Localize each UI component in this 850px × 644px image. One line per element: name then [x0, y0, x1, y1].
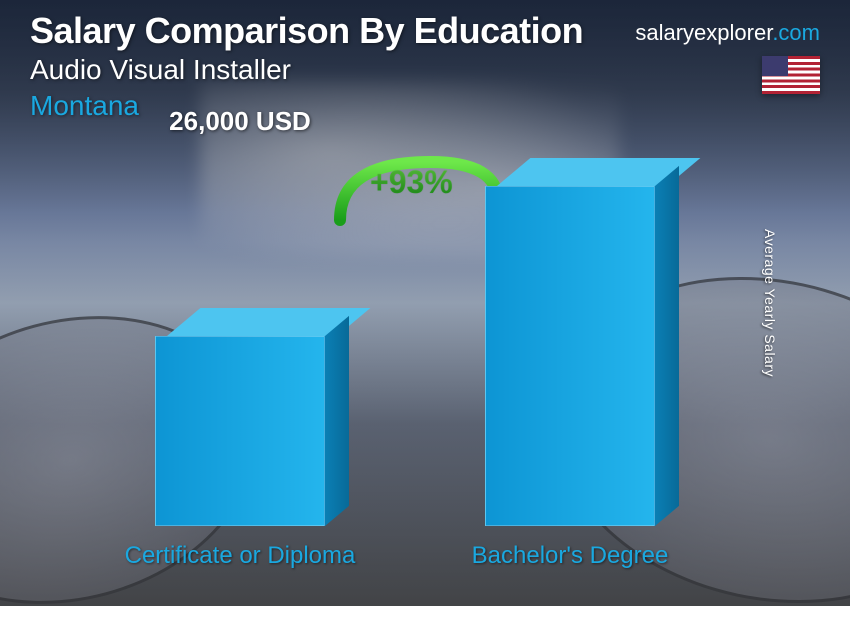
- flag-icon: [762, 56, 820, 94]
- bar-shape: [485, 186, 655, 526]
- brand-block: salaryexplorer.com: [635, 20, 820, 94]
- bar-side-face: [655, 166, 679, 526]
- salary-bar-chart: 26,000 USD Certificate or Diploma 50,100…: [60, 170, 770, 576]
- y-axis-label: Average Yearly Salary: [762, 229, 778, 377]
- bar-shape: [155, 336, 325, 526]
- brand-suffix: .com: [772, 20, 820, 45]
- brand-name: salaryexplorer: [635, 20, 772, 45]
- bar-front-face: [485, 186, 655, 526]
- bar-bachelor: 50,100 USD Bachelor's Degree: [460, 186, 680, 526]
- bar-value: 26,000 USD: [110, 106, 370, 137]
- brand-text: salaryexplorer.com: [635, 20, 820, 46]
- infographic-container: Salary Comparison By Education Audio Vis…: [0, 0, 850, 606]
- bar-front-face: [155, 336, 325, 526]
- bar-label: Bachelor's Degree: [430, 542, 710, 570]
- bar-certificate: 26,000 USD Certificate or Diploma: [130, 336, 350, 526]
- bar-side-face: [325, 316, 349, 526]
- bar-label: Certificate or Diploma: [100, 542, 380, 570]
